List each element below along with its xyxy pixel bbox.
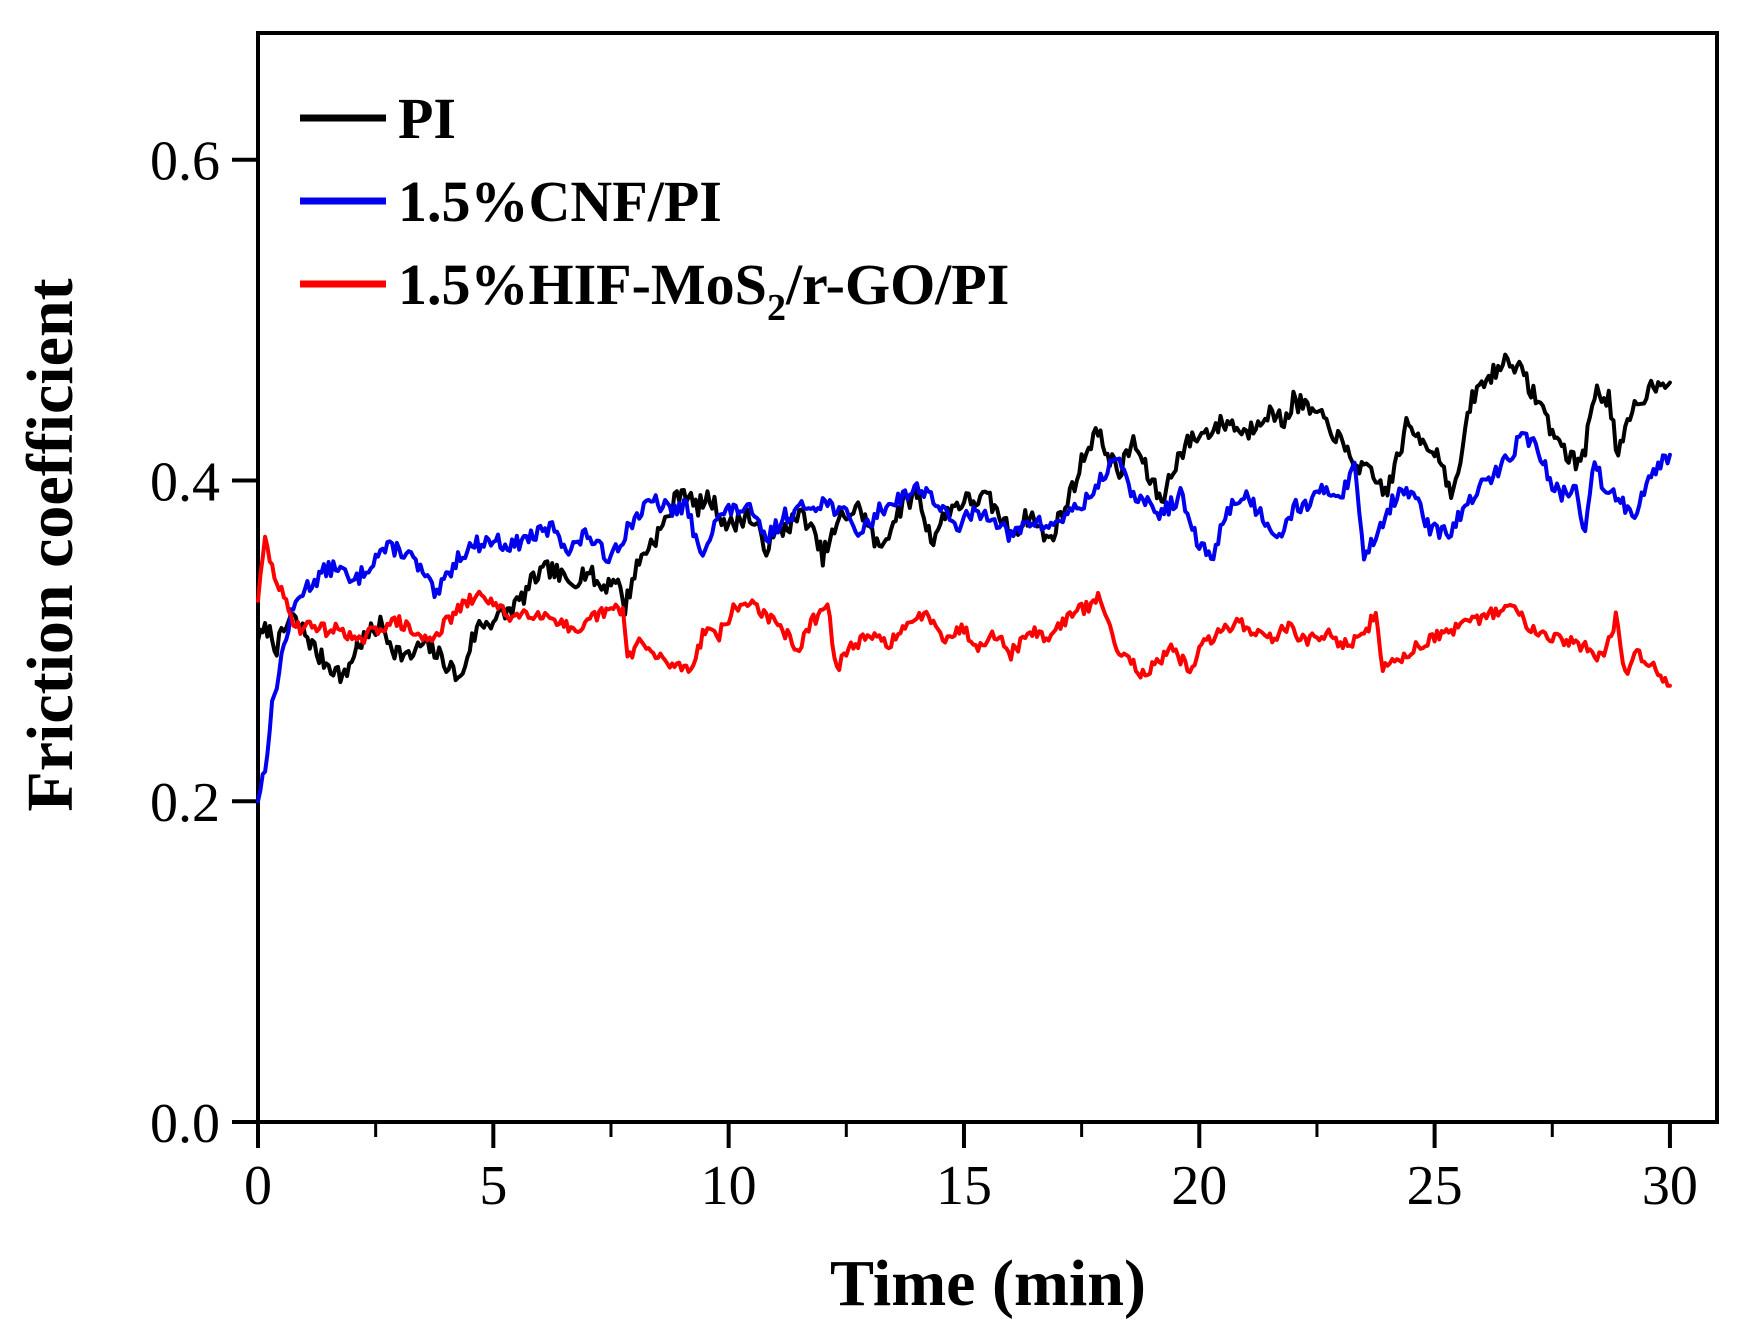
x-tick-label: 15 [936, 1155, 992, 1217]
x-tick-label: 5 [479, 1155, 507, 1217]
legend-label: PI [398, 86, 456, 151]
y-tick-label: 0.4 [150, 451, 220, 513]
x-axis-title: Time (min) [830, 1247, 1146, 1320]
y-tick-label: 0.0 [150, 1093, 220, 1155]
y-tick-label: 0.6 [150, 131, 220, 193]
series-line-1-5-cnf-pi [256, 431, 1672, 804]
x-tick-label: 30 [1642, 1155, 1698, 1217]
series-line-pi [256, 352, 1672, 685]
x-tick-label: 0 [244, 1155, 272, 1217]
x-tick-label: 20 [1171, 1155, 1227, 1217]
series-line-1-5-hif-mos2-r-go-pi [256, 534, 1672, 688]
x-tick-label: 10 [701, 1155, 757, 1217]
x-tick-label: 25 [1407, 1155, 1463, 1217]
legend-label: 1.5%CNF/PI [398, 169, 722, 234]
legend-label: 1.5%HIF-MoS2/r-GO/PI [398, 252, 1009, 329]
y-tick-label: 0.2 [150, 772, 220, 834]
plot-frame [256, 31, 1719, 1124]
y-axis-title: Friction coefficient [14, 278, 87, 811]
